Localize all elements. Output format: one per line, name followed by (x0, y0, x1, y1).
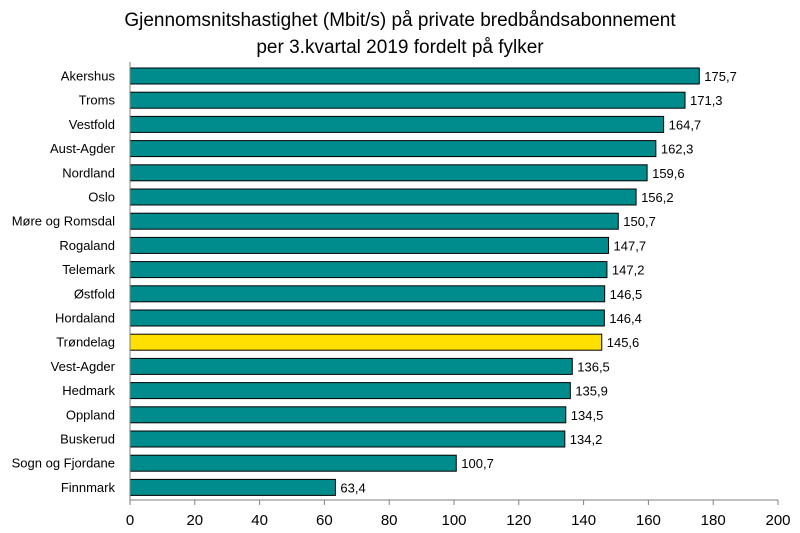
category-label-troms: Troms (79, 93, 116, 108)
value-label-aust-agder: 162,3 (661, 142, 694, 157)
x-tick-label-60: 60 (316, 512, 333, 529)
bar-hedmark (129, 382, 571, 400)
value-label-hordaland: 146,4 (609, 311, 642, 326)
bar-hordaland (129, 309, 605, 327)
bar-vest-agder (129, 357, 573, 375)
bar-oppland (129, 406, 567, 424)
bar-akershus (129, 67, 700, 85)
category-label-sogn-og-fjordane: Sogn og Fjordane (12, 456, 115, 471)
x-tick-label-100: 100 (441, 512, 466, 529)
value-label-finnmark: 63,4 (340, 480, 365, 495)
value-label-oslo: 156,2 (641, 190, 674, 205)
chart-subtitle: per 3.kvartal 2019 fordelt på fylker (256, 37, 544, 58)
category-label-nordland: Nordland (62, 165, 115, 180)
bar-rogaland (129, 236, 610, 254)
bar-telemark (129, 261, 608, 279)
category-label-ostfold: Østfold (74, 286, 115, 301)
bar-troms (129, 91, 686, 109)
value-label-ostfold: 146,5 (610, 287, 643, 302)
category-label-aust-agder: Aust-Agder (50, 141, 116, 156)
x-axis: 0 20 40 60 80 100 120 140 160 180 200 (126, 61, 791, 529)
category-label-trondelag: Trøndelag (56, 335, 115, 350)
value-label-trondelag: 145,6 (607, 335, 640, 350)
bar-finnmark (129, 478, 336, 496)
category-label-oslo: Oslo (88, 190, 115, 205)
x-tick-label-80: 80 (381, 512, 398, 529)
value-label-buskerud: 134,2 (570, 432, 603, 447)
category-label-finnmark: Finnmark (61, 480, 116, 495)
x-tick-label-0: 0 (126, 512, 134, 529)
value-label-oppland: 134,5 (571, 408, 604, 423)
bar-buskerud (129, 430, 566, 448)
bar-ostfold (129, 285, 606, 303)
x-tick-label-140: 140 (571, 512, 596, 529)
x-tick-label-120: 120 (506, 512, 531, 529)
x-tick-label-40: 40 (251, 512, 268, 529)
bar-trondelag (129, 333, 603, 351)
value-label-troms: 171,3 (690, 93, 723, 108)
value-label-nordland: 159,6 (652, 166, 685, 181)
bar-more-og-romsdal (129, 212, 619, 230)
bar-aust-agder (129, 140, 657, 158)
category-label-rogaland: Rogaland (59, 238, 115, 253)
category-label-hordaland: Hordaland (55, 311, 115, 326)
category-label-vest-agder: Vest-Agder (51, 359, 116, 374)
category-label-buskerud: Buskerud (60, 432, 115, 447)
category-label-hedmark: Hedmark (62, 383, 115, 398)
bar-sogn-og-fjordane (129, 454, 457, 472)
value-label-vest-agder: 136,5 (577, 359, 610, 374)
bar-vestfold (129, 115, 665, 133)
chart-title: Gjennomsnitshastighet (Mbit/s) på privat… (124, 10, 676, 31)
value-label-hedmark: 135,9 (575, 384, 608, 399)
x-tick-label-20: 20 (186, 512, 203, 529)
bar-nordland (129, 164, 648, 182)
value-label-telemark: 147,2 (612, 263, 645, 278)
value-label-more-og-romsdal: 150,7 (623, 214, 656, 229)
category-label-akershus: Akershus (61, 69, 116, 84)
x-tick-label-180: 180 (701, 512, 726, 529)
category-label-oppland: Oppland (66, 407, 115, 422)
category-label-vestfold: Vestfold (69, 117, 115, 132)
value-label-akershus: 175,7 (704, 69, 737, 84)
value-label-rogaland: 147,7 (614, 238, 647, 253)
bar-oslo (129, 188, 637, 206)
category-label-telemark: Telemark (62, 262, 115, 277)
value-label-sogn-og-fjordane: 100,7 (461, 456, 494, 471)
x-tick-label-160: 160 (636, 512, 661, 529)
value-label-vestfold: 164,7 (669, 117, 702, 132)
category-label-more-og-romsdal: Møre og Romsdal (12, 214, 115, 229)
x-tick-label-200: 200 (765, 512, 790, 529)
bars-group: Akershus 175,7 Troms 171,3 Vestfold 164,7 Aust… (12, 67, 737, 496)
